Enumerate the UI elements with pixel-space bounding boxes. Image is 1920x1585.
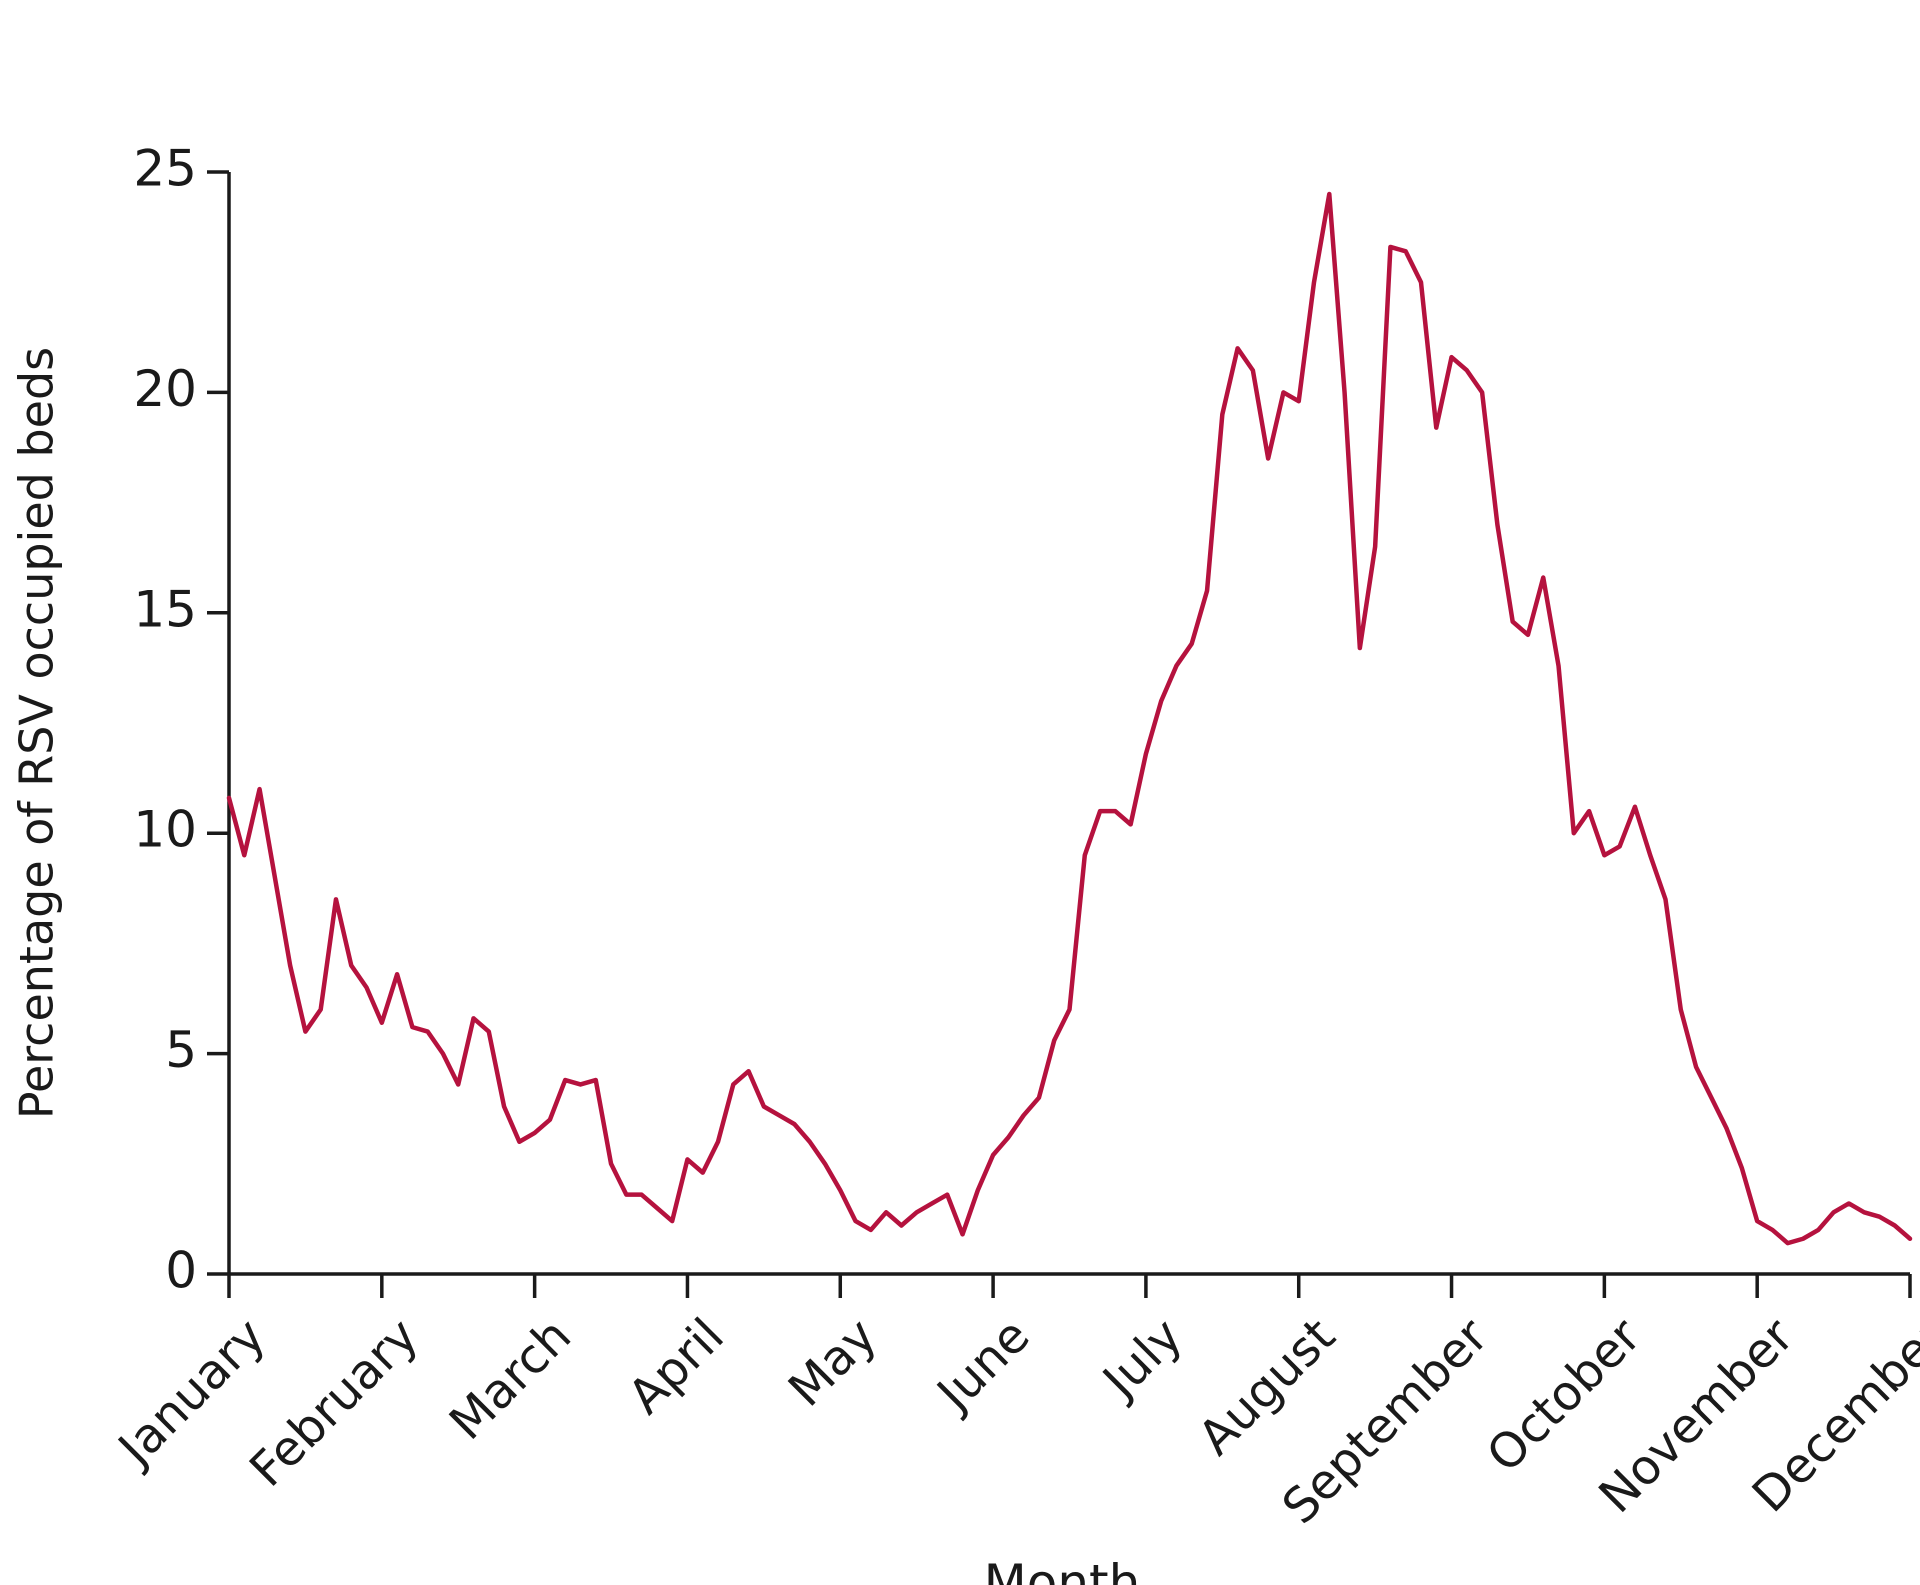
- data-line: [226, 191, 1913, 1246]
- y-tick-label: 25: [133, 140, 197, 198]
- y-tick-label: 15: [133, 580, 197, 638]
- y-axis-title: Percentage of RSV occupied beds: [10, 347, 64, 1119]
- x-tick-label: April: [618, 1308, 735, 1425]
- x-axis-title: Month: [984, 1554, 1141, 1585]
- y-tick-label: 0: [165, 1242, 197, 1300]
- x-tick-label: March: [439, 1308, 582, 1451]
- x-tick-label: May: [778, 1308, 888, 1418]
- y-tick-label: 10: [133, 801, 197, 859]
- x-tick-label: February: [239, 1308, 429, 1498]
- y-tick-label: 20: [133, 360, 197, 418]
- x-tick-label: July: [1091, 1308, 1194, 1411]
- x-tick-label: June: [925, 1308, 1041, 1424]
- y-tick-label: 5: [165, 1021, 197, 1079]
- x-tick-label: August: [1188, 1308, 1346, 1466]
